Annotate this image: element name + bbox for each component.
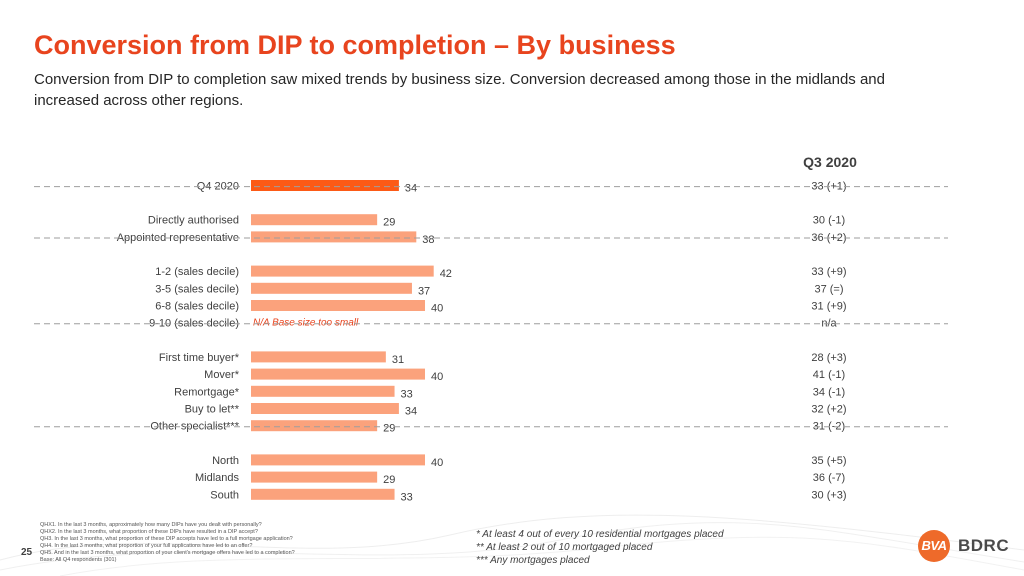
bar-value-label: 38 bbox=[422, 234, 434, 246]
bar-value-label: 34 bbox=[405, 183, 417, 195]
comparison-value: 30 (+3) bbox=[811, 489, 846, 501]
comparison-value: 37 (=) bbox=[814, 283, 843, 295]
legend-note: ** At least 2 out of 10 mortgaged placed bbox=[476, 542, 653, 553]
footnote-line: QHX2. In the last 3 months, what proport… bbox=[40, 529, 258, 535]
bar bbox=[251, 403, 399, 414]
bar bbox=[251, 214, 378, 226]
comparison-value: 32 (+2) bbox=[811, 404, 846, 416]
footnote-line: QH4. In the last 3 months, what proporti… bbox=[40, 543, 253, 549]
legend-note: *** Any mortgages placed bbox=[476, 555, 590, 566]
category-label: Buy to let** bbox=[185, 404, 240, 416]
page-number: 25 bbox=[21, 547, 33, 558]
question-footnotes: QHX1. In the last 3 months, approximatel… bbox=[40, 522, 370, 564]
bva-bdrc-logo: BVA BDRC bbox=[918, 530, 1018, 562]
footnote-line: Base: All Q4 respondents (301) bbox=[40, 557, 117, 563]
bar-value-label: 29 bbox=[383, 474, 395, 486]
category-label: Remortgage* bbox=[174, 386, 240, 398]
bva-logo-mark: BVA bbox=[918, 530, 950, 562]
comparison-value: 31 (+9) bbox=[811, 301, 846, 313]
bar-value-label: 34 bbox=[405, 406, 417, 418]
comparison-value: 41 (-1) bbox=[813, 369, 845, 381]
comparison-value: 33 (+9) bbox=[811, 266, 846, 278]
page-subtitle: Conversion from DIP to completion saw mi… bbox=[34, 71, 885, 109]
background-decoration bbox=[0, 514, 1024, 576]
category-label: Mover* bbox=[204, 369, 240, 381]
bar bbox=[251, 471, 378, 483]
footnote-line: QH3. In the last 3 months, what proporti… bbox=[40, 536, 293, 542]
category-label: 6-8 (sales decile) bbox=[155, 301, 239, 313]
comparison-value: 28 (+3) bbox=[811, 352, 846, 364]
bar bbox=[251, 300, 425, 311]
bar-value-label: 40 bbox=[431, 303, 443, 315]
bar-value-label: 40 bbox=[431, 371, 443, 383]
bar-value-label: 37 bbox=[418, 285, 430, 297]
bar-value-label: 40 bbox=[431, 457, 443, 469]
category-label: Midlands bbox=[195, 472, 240, 484]
bar bbox=[251, 368, 425, 380]
bar bbox=[251, 488, 395, 500]
category-label: First time buyer* bbox=[159, 352, 240, 364]
comparison-value: 35 (+5) bbox=[811, 455, 846, 467]
bar-value-label: 31 bbox=[392, 354, 404, 366]
comparison-value: 30 (-1) bbox=[813, 215, 845, 227]
bar bbox=[251, 454, 425, 466]
footnote-line: QH5. And in the last 3 months, what prop… bbox=[40, 550, 295, 556]
bar-value-label: 42 bbox=[440, 268, 452, 280]
category-label: Directly authorised bbox=[148, 215, 239, 227]
category-label: 1-2 (sales decile) bbox=[155, 266, 239, 278]
category-label: South bbox=[210, 489, 239, 501]
page-title: Conversion from DIP to completion – By b… bbox=[34, 30, 676, 60]
category-label: 3-5 (sales decile) bbox=[155, 283, 239, 295]
comparison-value: 34 (-1) bbox=[813, 386, 845, 398]
footnote-line: QHX1. In the last 3 months, approximatel… bbox=[40, 522, 262, 528]
asterisk-legend: * At least 4 out of every 10 residential… bbox=[476, 528, 724, 567]
legend-note: * At least 4 out of every 10 residential… bbox=[476, 529, 724, 540]
comparison-value: 36 (-7) bbox=[813, 472, 845, 484]
bdrc-logo-word: BDRC bbox=[958, 536, 1010, 555]
bar bbox=[251, 231, 417, 243]
comparison-column-header: Q3 2020 bbox=[803, 154, 857, 170]
bar bbox=[251, 385, 395, 397]
bar bbox=[251, 282, 412, 294]
bar-na-label: N/A Base size too small bbox=[253, 318, 359, 329]
bar-value-label: 33 bbox=[401, 491, 413, 503]
bar-value-label: 33 bbox=[401, 388, 413, 400]
category-label: North bbox=[212, 455, 239, 467]
bar bbox=[251, 180, 399, 191]
bar bbox=[251, 265, 434, 277]
bar-value-label: 29 bbox=[383, 217, 395, 229]
bar bbox=[251, 351, 386, 363]
bar-value-label: 29 bbox=[383, 423, 395, 435]
bar bbox=[251, 420, 378, 432]
